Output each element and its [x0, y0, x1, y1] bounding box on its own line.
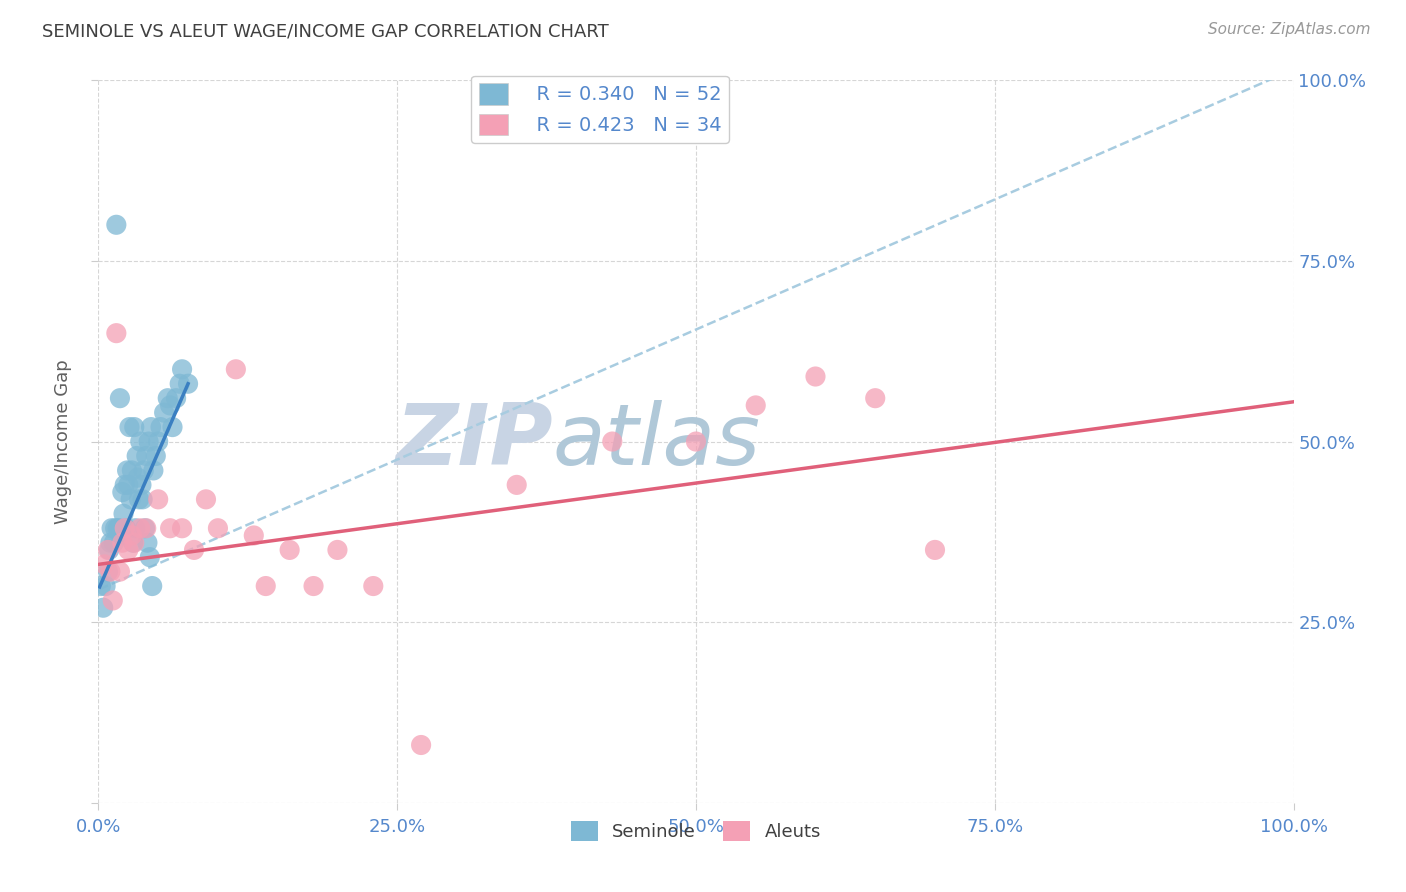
Point — [865, 391, 887, 405]
Point — [169, 376, 191, 391]
Point — [159, 398, 181, 412]
Point — [93, 558, 115, 572]
Point — [97, 565, 120, 579]
Point — [207, 521, 229, 535]
Point — [148, 434, 170, 449]
Point — [124, 420, 146, 434]
Point — [97, 542, 120, 557]
Point — [111, 485, 134, 500]
Point — [120, 492, 142, 507]
Point — [136, 535, 159, 549]
Point — [124, 535, 146, 549]
Point — [326, 542, 349, 557]
Point — [114, 521, 136, 535]
Point — [121, 528, 143, 542]
Point — [91, 600, 114, 615]
Point — [114, 478, 136, 492]
Point — [243, 528, 266, 542]
Point — [124, 521, 146, 535]
Point — [108, 391, 131, 405]
Point — [101, 593, 124, 607]
Point — [195, 492, 218, 507]
Point — [118, 420, 141, 434]
Point — [117, 478, 139, 492]
Point — [156, 391, 179, 405]
Point — [128, 492, 150, 507]
Point — [506, 478, 529, 492]
Point — [125, 449, 148, 463]
Point — [132, 463, 155, 477]
Point — [138, 434, 160, 449]
Point — [363, 579, 385, 593]
Point — [153, 406, 176, 420]
Point — [135, 521, 157, 535]
Point — [225, 362, 247, 376]
Point — [90, 579, 112, 593]
Point — [602, 434, 624, 449]
Point — [165, 391, 187, 405]
Point — [411, 738, 433, 752]
Point — [177, 376, 200, 391]
Text: SEMINOLE VS ALEUT WAGE/INCOME GAP CORRELATION CHART: SEMINOLE VS ALEUT WAGE/INCOME GAP CORREL… — [42, 22, 609, 40]
Point — [172, 521, 194, 535]
Point — [108, 565, 131, 579]
Point — [141, 579, 163, 593]
Point — [149, 420, 172, 434]
Point — [122, 535, 145, 549]
Point — [131, 478, 153, 492]
Point — [924, 542, 946, 557]
Point — [107, 521, 129, 535]
Point — [139, 550, 162, 565]
Point — [145, 449, 167, 463]
Text: Source: ZipAtlas.com: Source: ZipAtlas.com — [1208, 22, 1371, 37]
Point — [129, 521, 152, 535]
Point — [104, 521, 127, 535]
Point — [804, 369, 827, 384]
Point — [183, 542, 205, 557]
Point — [134, 521, 156, 535]
Point — [98, 565, 122, 579]
Point — [131, 492, 153, 507]
Legend: Seminole, Aleuts: Seminole, Aleuts — [564, 814, 828, 848]
Point — [115, 521, 138, 535]
Point — [148, 492, 170, 507]
Point — [278, 542, 301, 557]
Point — [127, 470, 149, 484]
Point — [110, 528, 132, 542]
Point — [129, 434, 152, 449]
Point — [121, 463, 143, 477]
Text: ZIP: ZIP — [395, 400, 553, 483]
Text: atlas: atlas — [553, 400, 761, 483]
Point — [142, 463, 165, 477]
Point — [115, 463, 138, 477]
Point — [139, 420, 162, 434]
Point — [159, 521, 181, 535]
Point — [745, 398, 768, 412]
Point — [98, 535, 122, 549]
Point — [107, 521, 129, 535]
Point — [302, 579, 325, 593]
Point — [100, 521, 122, 535]
Point — [685, 434, 707, 449]
Point — [112, 507, 135, 521]
Point — [254, 579, 277, 593]
Point — [94, 579, 117, 593]
Point — [105, 218, 128, 232]
Point — [105, 326, 128, 340]
Point — [111, 535, 134, 549]
Y-axis label: Wage/Income Gap: Wage/Income Gap — [53, 359, 72, 524]
Point — [103, 535, 125, 549]
Point — [135, 449, 157, 463]
Point — [162, 420, 184, 434]
Point — [98, 542, 121, 557]
Point — [172, 362, 194, 376]
Point — [117, 542, 139, 557]
